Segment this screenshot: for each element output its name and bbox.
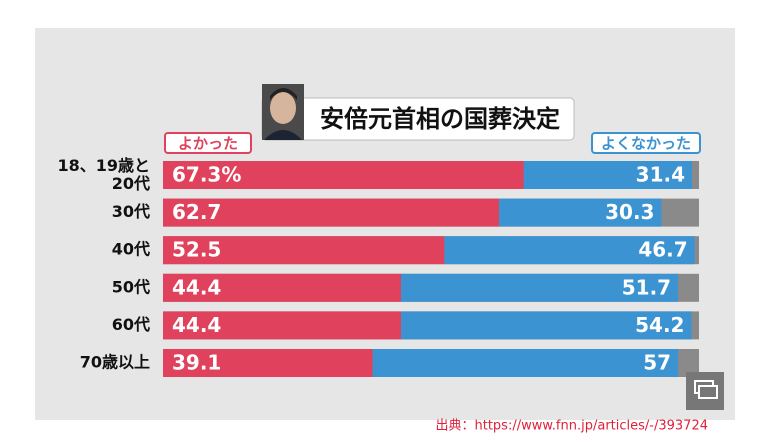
value-label: 51.7 [622, 275, 671, 299]
legend-box [164, 132, 252, 154]
y-tick-label: 50代 [112, 277, 150, 296]
bar [163, 273, 401, 302]
legend-label: よかった [178, 135, 238, 153]
value-label: 46.7 [638, 238, 687, 262]
value-label: 57 [643, 351, 671, 375]
bar [523, 161, 693, 189]
value-label: 62.7 [172, 200, 221, 224]
legend-box [591, 132, 701, 154]
bar [163, 161, 524, 189]
bar [499, 198, 662, 227]
y-tick-label: 30代 [112, 202, 150, 221]
bar [400, 273, 679, 302]
y-tick-label: 70歳以上 [80, 353, 150, 372]
value-label: 44.4 [172, 275, 221, 299]
source: 出典：https://www.fnn.jp/articles/-/393724 [436, 419, 709, 434]
value-label: 44.4 [172, 313, 221, 337]
bar [163, 198, 500, 227]
bar [163, 311, 401, 340]
photo [262, 84, 304, 140]
value-label: 30.3 [605, 200, 654, 224]
y-tick-label: 60代 [112, 315, 150, 334]
y-tick-label: 40代 [112, 240, 150, 259]
value-label: 39.1 [172, 351, 221, 375]
bar [163, 236, 445, 265]
bar [163, 349, 373, 377]
y-tick-label: 18、19歳と 20代 [57, 156, 150, 193]
bar [400, 311, 692, 340]
value-label: 52.5 [172, 238, 221, 262]
chart-title: 安倍元首相の国葬決定 [320, 105, 560, 133]
value-label: 67.3% [172, 163, 241, 187]
menu-icon[interactable] [686, 372, 724, 410]
value-label: 31.4 [636, 163, 685, 187]
legend-label: よくなかった [601, 135, 691, 153]
value-label: 54.2 [635, 313, 684, 337]
bar [444, 236, 695, 265]
bar [372, 349, 679, 377]
